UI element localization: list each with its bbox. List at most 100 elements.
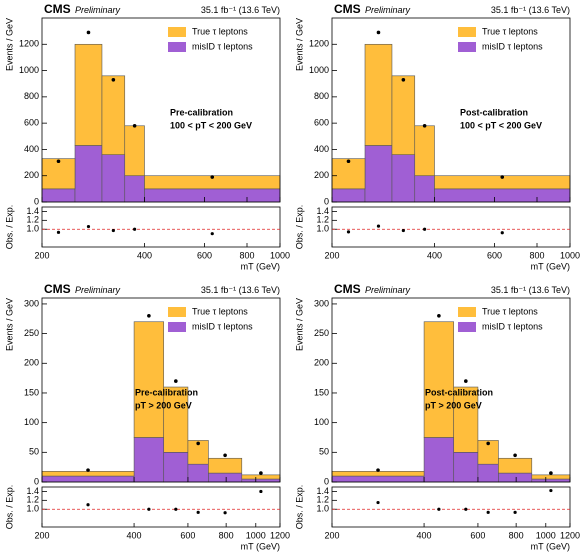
ratio-point	[86, 503, 90, 507]
x-tick-label: 200	[34, 530, 49, 540]
data-point	[464, 379, 468, 383]
data-point	[132, 123, 137, 128]
x-tick-label: 400	[417, 530, 432, 540]
x-tick-label: 400	[127, 530, 142, 540]
ratio-point	[464, 507, 468, 511]
y-tick-label: 50	[319, 447, 329, 457]
y-tick-label: 200	[314, 358, 329, 368]
y-tick-label: 100	[314, 417, 329, 427]
ratio-point	[111, 228, 115, 233]
lumi: 35.1 fb⁻¹ (13.6 TeV)	[201, 5, 280, 15]
data-point	[223, 453, 227, 458]
region-label: pT > 200 GeV	[135, 400, 192, 410]
histogram-bar	[331, 188, 366, 203]
histogram-bar	[41, 475, 135, 483]
histogram-bar	[477, 463, 499, 483]
histogram-bar	[241, 474, 281, 480]
data-point	[422, 123, 427, 128]
ratio-frame	[41, 206, 281, 248]
histogram-bar	[423, 321, 455, 438]
data-point	[111, 77, 116, 82]
histogram-bar	[208, 457, 243, 474]
ratio-point	[223, 511, 227, 515]
histogram-bar	[453, 452, 479, 483]
legend-swatch	[168, 27, 186, 37]
histogram-bar	[434, 188, 571, 203]
legend-swatch	[168, 42, 186, 52]
x-axis-label: mT (GeV)	[241, 261, 280, 271]
legend-swatch	[458, 307, 476, 317]
histogram-bar	[423, 437, 455, 483]
experiment: CMS	[334, 2, 361, 16]
x-tick-label: 1000	[560, 250, 580, 260]
ratio-tick-label: 1.4	[26, 206, 39, 216]
plot-frame	[331, 17, 571, 203]
y-tick-label: 200	[24, 358, 39, 368]
ratio-axis-label: Obs. / Exp.	[4, 485, 14, 530]
histogram-bar	[364, 145, 393, 203]
y-tick-label: 1200	[19, 39, 39, 49]
y-tick-label: 400	[24, 144, 39, 154]
x-tick-label: 800	[509, 530, 524, 540]
histogram-bar	[531, 478, 571, 483]
lumi: 35.1 fb⁻¹ (13.6 TeV)	[491, 285, 570, 295]
ratio-tick-label: 1.2	[26, 215, 39, 225]
histogram-bar	[124, 125, 145, 177]
histogram-bar	[144, 188, 281, 203]
ratio-point	[346, 230, 351, 234]
histogram-bar	[414, 175, 435, 203]
histogram-bar	[531, 474, 571, 480]
ratio-axis-label: Obs. / Exp.	[4, 205, 14, 250]
experiment: CMS	[44, 2, 71, 16]
x-tick-label: 600	[197, 250, 212, 260]
histogram-bar	[133, 437, 165, 483]
x-axis-label: mT (GeV)	[531, 261, 570, 271]
data-point	[500, 175, 505, 179]
experiment: CMS	[44, 282, 71, 296]
x-tick-label: 200	[324, 250, 339, 260]
data-point	[147, 314, 151, 318]
histogram-bar	[414, 125, 435, 177]
ratio-frame	[41, 486, 281, 528]
legend-swatch	[168, 322, 186, 332]
x-tick-label: 1200	[270, 530, 290, 540]
ratio-point	[486, 510, 490, 514]
region-label: pT > 200 GeV	[425, 400, 482, 410]
y-tick-label: 150	[24, 387, 39, 397]
ratio-tick-label: 1.4	[316, 206, 329, 216]
ratio-frame	[331, 486, 571, 528]
panel: 0 50 100 150 200 250 300 1.01.21.4 200 400 600 800 1…	[294, 282, 580, 551]
ratio-point	[549, 488, 553, 493]
x-tick-label: 600	[487, 250, 502, 260]
histogram-bar	[364, 43, 393, 146]
y-tick-label: 1200	[309, 39, 329, 49]
plot-frame	[41, 297, 281, 483]
x-tick-label: 1000	[246, 530, 266, 540]
ratio-point	[86, 224, 91, 229]
data-point	[376, 468, 380, 472]
x-axis-label: mT (GeV)	[531, 541, 570, 551]
panel: 0 50 100 150 200 250 300 1.01.21.4 200 400 600 800 1…	[4, 282, 290, 551]
plot-frame	[331, 297, 571, 483]
x-tick-label: 800	[239, 250, 254, 260]
region-label: 100 < pT < 200 GeV	[170, 120, 252, 130]
histogram-bar	[498, 457, 533, 474]
status: Preliminary	[75, 5, 121, 15]
histogram-bar	[241, 478, 281, 483]
histogram-bar	[101, 154, 126, 203]
y-tick-label: 600	[314, 118, 329, 128]
y-axis-label: Events / GeV	[4, 18, 14, 71]
ratio-tick-label: 1.4	[316, 486, 329, 496]
y-tick-label: 0	[324, 196, 329, 206]
y-tick-label: 300	[314, 298, 329, 308]
legend-label: misID τ leptons	[192, 41, 253, 51]
y-tick-label: 1000	[19, 65, 39, 75]
histogram-bar	[163, 452, 189, 483]
y-axis-label: Events / GeV	[294, 298, 304, 351]
histogram-bar	[391, 75, 416, 155]
ratio-point	[376, 224, 381, 228]
legend-swatch	[458, 322, 476, 332]
ratio-point	[133, 227, 137, 231]
ratio-frame	[331, 206, 571, 248]
x-tick-label: 200	[324, 530, 339, 540]
